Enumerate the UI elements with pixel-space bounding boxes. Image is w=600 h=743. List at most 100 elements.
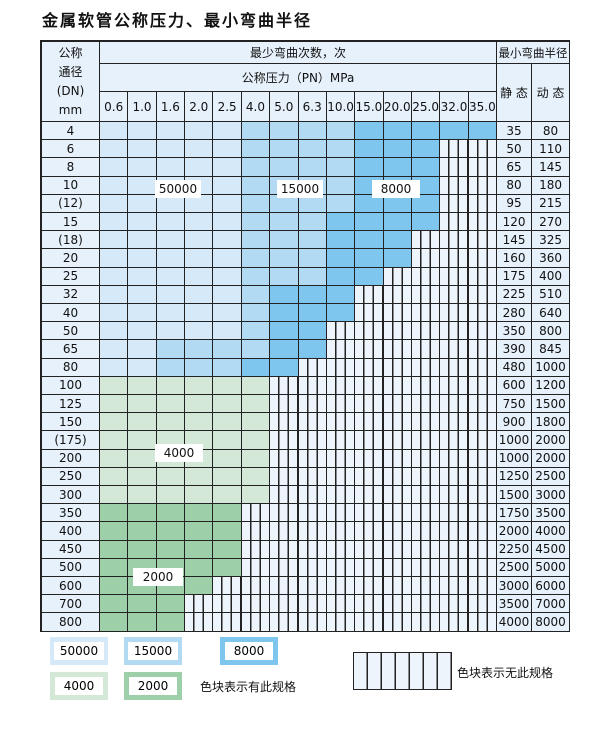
spec-cell-8000 — [411, 122, 441, 141]
dynamic-radius-cell: 4500 — [532, 540, 571, 559]
spec-cell-4000 — [128, 449, 157, 468]
spec-cell-8000 — [411, 158, 441, 177]
dn-cell: 40 — [42, 304, 100, 323]
dynamic-radius-cell: 800 — [532, 322, 571, 341]
spec-cell-50000 — [213, 231, 242, 250]
spec-cell-15000 — [241, 340, 271, 359]
spec-cell-8000 — [326, 249, 356, 268]
spec-cell-8000 — [383, 231, 412, 250]
no-spec-cell — [326, 358, 356, 377]
region-label-2000: 2000 — [133, 568, 183, 586]
dynamic-radius-cell: 2000 — [532, 449, 571, 468]
no-spec-cell — [326, 467, 356, 486]
spec-cell-50000 — [156, 285, 186, 304]
spec-cell-2000 — [128, 595, 157, 614]
spec-cell-8000 — [355, 140, 384, 159]
dynamic-radius-cell: 2000 — [532, 431, 571, 450]
spec-cell-2000 — [128, 504, 157, 523]
dynamic-radius-cell: 1000 — [532, 358, 571, 377]
spec-cell-50000 — [156, 213, 186, 232]
spec-cell-2000 — [185, 577, 214, 596]
spec-cell-4000 — [128, 431, 157, 450]
no-spec-cell — [241, 558, 271, 577]
dn-cell: (175) — [42, 431, 100, 450]
no-spec-cell — [411, 267, 441, 286]
legend-swatch-50000: 50000 — [50, 637, 108, 665]
spec-cell-4000 — [185, 467, 214, 486]
spec-cell-50000 — [185, 304, 214, 323]
dn-cell: 100 — [42, 376, 100, 395]
page-title: 金属软管公称压力、最小弯曲半径 — [42, 11, 313, 30]
no-spec-cell — [440, 504, 469, 523]
spec-cell-15000 — [298, 122, 327, 141]
dn-header-line: 公称 — [58, 45, 83, 60]
spec-cell-15000 — [241, 158, 271, 177]
static-radius-cell: 1250 — [497, 467, 533, 486]
no-spec-cell — [440, 413, 469, 432]
no-spec-cell — [383, 322, 412, 341]
spec-cell-4000 — [156, 376, 186, 395]
no-spec-cell — [355, 431, 384, 450]
dn-cell: 80 — [42, 358, 100, 377]
spec-cell-4000 — [213, 413, 242, 432]
spec-cell-8000 — [383, 194, 412, 213]
spec-cell-50000 — [213, 122, 242, 141]
spec-cell-15000 — [298, 213, 327, 232]
spec-cell-50000 — [100, 267, 129, 286]
spec-cell-8000 — [383, 158, 412, 177]
spec-cell-4000 — [100, 413, 129, 432]
spec-cell-50000 — [100, 176, 129, 195]
no-spec-cell — [411, 449, 441, 468]
spec-cell-50000 — [156, 194, 186, 213]
no-spec-cell — [411, 486, 441, 505]
dn-cell: 65 — [42, 340, 100, 359]
static-radius-cell: 1500 — [497, 486, 533, 505]
spec-cell-2000 — [185, 522, 214, 541]
dynamic-radius-cell: 3500 — [532, 504, 571, 523]
spec-cell-4000 — [213, 467, 242, 486]
spec-cell-8000 — [411, 213, 441, 232]
no-spec-cell — [468, 613, 498, 632]
spec-cell-4000 — [241, 449, 271, 468]
dynamic-radius-cell: 145 — [532, 158, 571, 177]
static-radius-cell: 95 — [497, 194, 533, 213]
spec-cell-15000 — [241, 140, 271, 159]
spec-cell-2000 — [185, 540, 214, 559]
legend-swatch-label: 15000 — [127, 642, 179, 660]
spec-cell-8000 — [355, 158, 384, 177]
no-spec-cell — [298, 413, 327, 432]
no-spec-cell — [355, 304, 384, 323]
no-spec-cell — [241, 540, 271, 559]
dn-cell: 4 — [42, 122, 100, 141]
no-spec-cell — [298, 504, 327, 523]
spec-cell-50000 — [213, 176, 242, 195]
no-spec-cell — [355, 413, 384, 432]
no-spec-cell — [468, 577, 498, 596]
no-spec-cell — [298, 613, 327, 632]
no-spec-cell — [326, 613, 356, 632]
no-spec-cell — [440, 577, 469, 596]
spec-cell-4000 — [213, 449, 242, 468]
no-spec-cell — [185, 595, 214, 614]
spec-cell-8000 — [298, 340, 327, 359]
spec-cell-50000 — [100, 213, 129, 232]
dn-cell: 150 — [42, 413, 100, 432]
spec-cell-8000 — [468, 122, 498, 141]
no-spec-cell — [355, 595, 384, 614]
no-spec-cell — [440, 285, 469, 304]
spec-cell-50000 — [185, 322, 214, 341]
spec-cell-8000 — [326, 267, 356, 286]
no-spec-cell — [326, 540, 356, 559]
no-spec-cell — [440, 613, 469, 632]
spec-cell-4000 — [185, 413, 214, 432]
dn-cell: 10 — [42, 176, 100, 195]
dynamic-header: 动 态 — [532, 64, 571, 122]
legend-swatch-8000: 8000 — [220, 637, 278, 665]
no-spec-cell — [440, 322, 469, 341]
spec-cell-50000 — [156, 267, 186, 286]
no-spec-cell — [383, 413, 412, 432]
spec-cell-50000 — [185, 231, 214, 250]
spec-cell-15000 — [270, 140, 299, 159]
dynamic-radius-cell: 1800 — [532, 413, 571, 432]
static-radius-cell: 175 — [497, 267, 533, 286]
